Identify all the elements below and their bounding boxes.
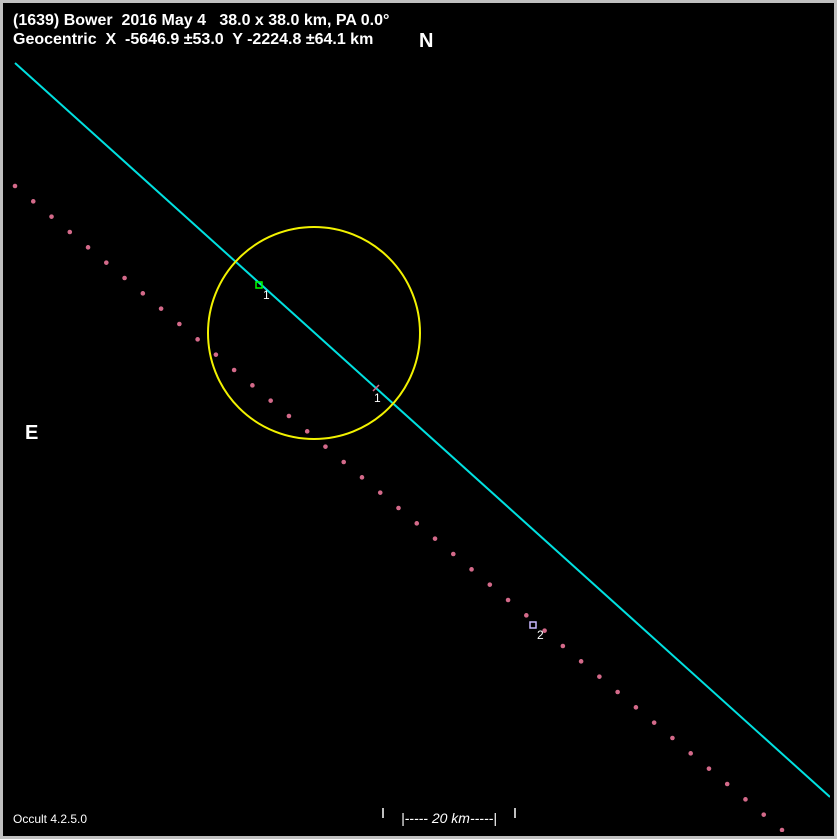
title-line-2: Geocentric X -5646.9 ±53.0 Y -2224.8 ±64… — [13, 31, 373, 49]
predicted-path-dots — [13, 184, 785, 832]
occultation-plot — [7, 7, 830, 832]
observed-chord — [15, 63, 830, 797]
observer-label: 2 — [537, 628, 544, 642]
observer-label: 1 — [263, 288, 270, 302]
scale-label: |----- 20 km-----| — [401, 810, 497, 826]
plot-area: (1639) Bower 2016 May 4 38.0 x 38.0 km, … — [7, 7, 830, 832]
observer-label: 1 — [374, 391, 381, 405]
title-line-1: (1639) Bower 2016 May 4 38.0 x 38.0 km, … — [13, 12, 389, 30]
north-indicator: N — [419, 30, 433, 53]
east-indicator: E — [25, 422, 38, 445]
observer-markers — [256, 282, 536, 628]
version-label: Occult 4.2.5.0 — [13, 812, 87, 826]
